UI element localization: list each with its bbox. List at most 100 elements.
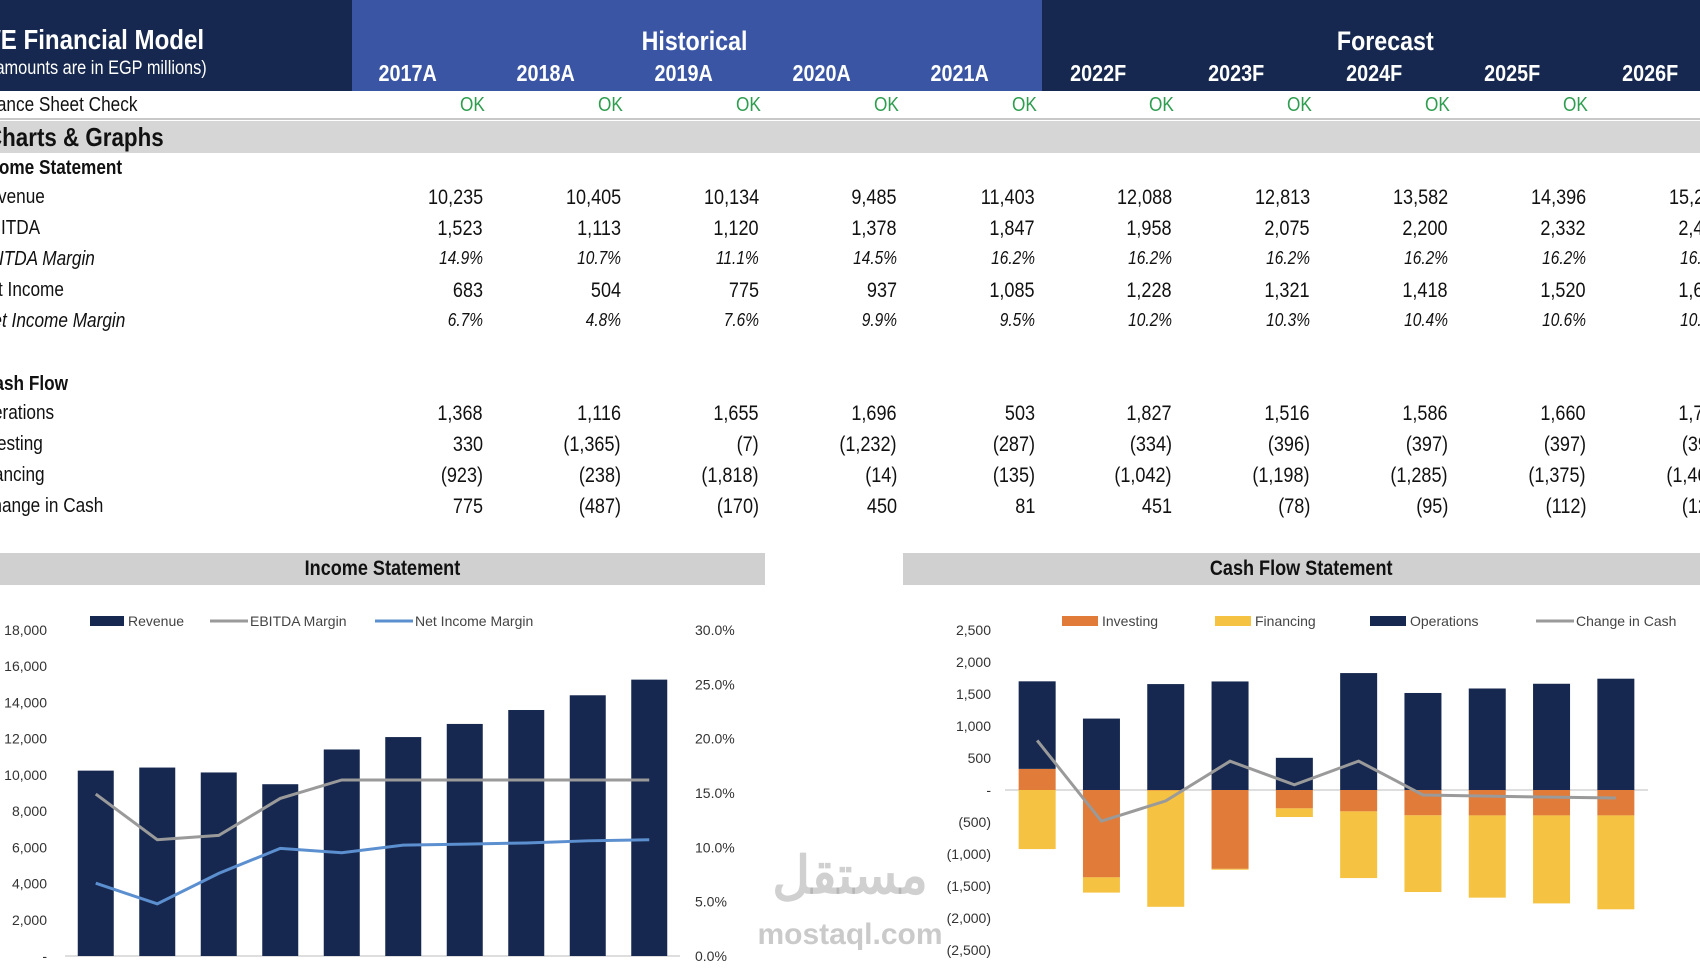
check-ok-2024F: OK	[1425, 94, 1450, 116]
income-cell: 10.6%	[1542, 310, 1586, 330]
income-cell: 775	[728, 279, 759, 302]
income-row-label: EBITDA	[0, 217, 41, 239]
income-cell: 12,813	[1254, 186, 1310, 209]
cashflow-legend-swatch	[1062, 616, 1098, 626]
income-cell: 16.2%	[1266, 248, 1310, 268]
cashflow-cell: 450	[866, 495, 897, 518]
income-cell: 11,403	[981, 186, 1035, 209]
income-left-tick: 10,000	[4, 767, 47, 783]
header-forecast-band	[1042, 0, 1700, 91]
income-cell: 10.7%	[577, 248, 621, 268]
check-ok-2019A: OK	[736, 94, 761, 116]
income-left-tick: 12,000	[4, 731, 47, 747]
investing-bar	[1211, 790, 1249, 869]
year-header-2021A: 2021A	[930, 60, 989, 86]
cashflow-cell: (1,198)	[1252, 464, 1310, 487]
income-right-tick: 10.0%	[695, 839, 735, 855]
income-cell: 1,085	[989, 279, 1035, 302]
income-cell: 1,418	[1402, 279, 1448, 302]
financing-bar	[1340, 811, 1378, 879]
cashflow-cell: (78)	[1277, 495, 1310, 518]
investing-bar	[1468, 790, 1506, 816]
cashflow-tick: (2,000)	[947, 910, 991, 926]
cashflow-cell: 1,827	[1126, 402, 1172, 425]
income-cell: 10.4%	[1404, 310, 1448, 330]
revenue-bar	[77, 770, 114, 956]
income-cell: 1,523	[437, 217, 483, 240]
operations-bar	[1533, 683, 1571, 790]
cashflow-cell: (396)	[1267, 433, 1310, 456]
income-left-tick: 4,000	[12, 876, 47, 892]
cashflow-cell: (1,818)	[701, 464, 759, 487]
cashflow-cell: (238)	[578, 464, 621, 487]
income-cell: 15,260	[1668, 186, 1700, 209]
cashflow-cell: (1,042)	[1114, 464, 1172, 487]
income-right-tick: 0.0%	[695, 948, 727, 964]
income-cell: 2,200	[1402, 217, 1448, 240]
income-cell: 504	[590, 279, 621, 302]
cashflow-legend-swatch	[1370, 616, 1406, 626]
income-cell: 10.7%	[1680, 310, 1700, 330]
cashflow-row-label: Operations	[0, 402, 55, 424]
model-title: WE Financial Model	[0, 24, 205, 55]
investing-bar	[1018, 768, 1056, 790]
income-cell: 16.2%	[1404, 248, 1448, 268]
cashflow-cell: (1,232)	[839, 433, 897, 456]
income-cell: 1,378	[851, 217, 897, 240]
cashflow-cell: 451	[1141, 495, 1172, 518]
year-header-2025F: 2025F	[1483, 60, 1540, 86]
financing-bar	[1275, 808, 1313, 818]
revenue-bar	[262, 784, 299, 956]
net-income-margin-line	[95, 838, 650, 906]
income-cell: 9,485	[851, 186, 897, 209]
change-in-cash-line	[1035, 739, 1616, 823]
income-cell: 12,088	[1116, 186, 1172, 209]
year-header-2024F: 2024F	[1345, 60, 1402, 86]
income-row-label: EBITDA Margin	[0, 248, 95, 270]
cashflow-chart: (2,500) (2,000) (1,500) (1,000) (500) - 500 1,0…	[947, 613, 1677, 958]
income-legend-label: EBITDA Margin	[250, 613, 346, 629]
financing-bar	[1018, 790, 1056, 850]
revenue-bar	[200, 772, 237, 956]
revenue-bar	[139, 767, 176, 956]
revenue-bar	[508, 710, 545, 956]
income-cell: 1,958	[1126, 217, 1172, 240]
cashflow-tick: 1,000	[956, 718, 991, 734]
check-ok-2018A: OK	[598, 94, 623, 116]
cashflow-cell: (1,467)	[1666, 464, 1700, 487]
cashflow-cell: 330	[452, 433, 483, 456]
income-row-label: Net Income	[0, 279, 64, 301]
model-subtitle: (amounts are in EGP millions)	[0, 58, 207, 79]
income-cell: 16.2%	[1128, 248, 1172, 268]
financing-bar	[1468, 815, 1506, 898]
income-cell: 11.1%	[716, 248, 759, 268]
income-cell: 10.3%	[1266, 310, 1310, 330]
income-left-tick: -	[42, 948, 47, 964]
income-left-tick: 16,000	[4, 658, 47, 674]
income-cell: 1,629	[1678, 279, 1700, 302]
income-cell: 14.9%	[439, 248, 483, 268]
balance-sheet-check-label: Balance Sheet Check	[0, 94, 138, 116]
income-row-label: Net Income Margin	[0, 310, 126, 332]
income-cell: 1,321	[1264, 279, 1310, 302]
cashflow-cell: 81	[1014, 495, 1035, 518]
income-legend-label: Revenue	[128, 613, 184, 629]
cashflow-tick: 2,500	[956, 622, 991, 638]
cashflow-row-label: Financing	[0, 464, 45, 486]
operations-bar	[1597, 678, 1635, 790]
income-cell: 1,113	[577, 217, 621, 240]
cashflow-cell: (487)	[578, 495, 621, 518]
cashflow-cell: 1,739	[1678, 402, 1700, 425]
cashflow-cell: (135)	[992, 464, 1035, 487]
ebitda-margin-line	[94, 778, 650, 842]
check-ok-2017A: OK	[460, 94, 485, 116]
cashflow-cell: 1,586	[1402, 402, 1448, 425]
income-row-label: Revenue	[0, 186, 45, 208]
revenue-bar	[569, 695, 606, 956]
cashflow-tick: (1,000)	[947, 846, 991, 862]
income-right-tick: 30.0%	[695, 622, 735, 638]
cashflow-tick: -	[986, 782, 991, 798]
income-cell: 13,582	[1392, 186, 1448, 209]
year-header-2023F: 2023F	[1207, 60, 1264, 86]
revenue-bar	[446, 723, 483, 956]
